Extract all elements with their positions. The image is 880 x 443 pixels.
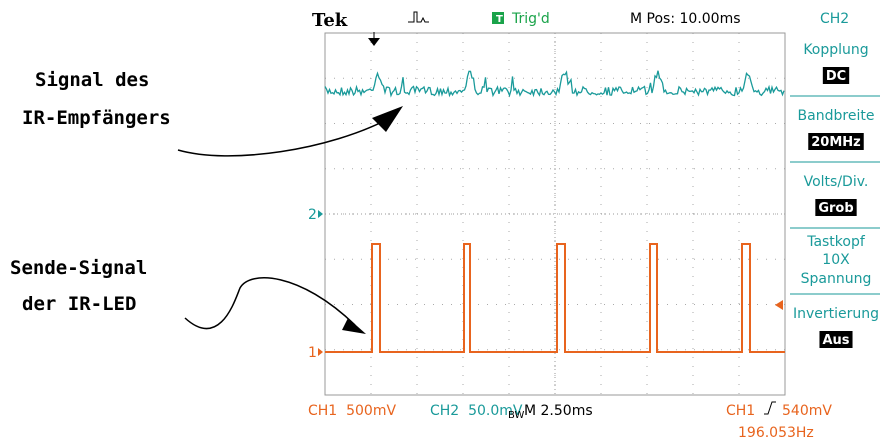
menu-label: Invertierung [793,306,879,322]
trig-T: T [496,14,503,25]
menu-value: DC [826,69,846,84]
trigger-status: Trig'd [511,11,550,27]
menu-label: Volts/Div. [804,174,869,190]
menu-label: Bandbreite [798,108,875,124]
annotation-line: Signal des [35,69,149,91]
annotation-line: IR-Empfängers [22,107,171,129]
ch1-scale: CH1 500mV [308,403,396,419]
frequency: 196.053Hz [738,425,814,441]
menu-label: Tastkopf [806,234,866,250]
menu-value: Aus [822,333,849,348]
trigger-level: 540mV [782,403,832,419]
ch2-marker: 2 [308,207,317,223]
screen: Tek T Trig'd M Pos: 10.00ms CH2 Kopplung… [0,0,880,443]
menu-value: 20MHz [811,135,860,150]
annotation-line: Sende-Signal [10,257,147,279]
position: M Pos: 10.00ms [630,11,741,27]
menu-label: Kopplung [803,42,868,58]
menu-line: 10X [822,252,850,268]
bw-limit: BW [508,410,525,421]
menu-line: Spannung [801,271,872,287]
ch1-marker: 1 [308,345,317,361]
timebase: M 2.50ms [524,403,593,419]
menu-value: Grob [818,201,853,216]
side-menu: Kopplung DC Bandbreite 20MHz Volts/Div. Grob T… [788,30,880,400]
annotation-line: der IR-LED [22,293,136,315]
trigger-source: CH1 [726,403,755,419]
channel: CH2 [820,11,849,27]
brand: Tek [312,10,348,31]
